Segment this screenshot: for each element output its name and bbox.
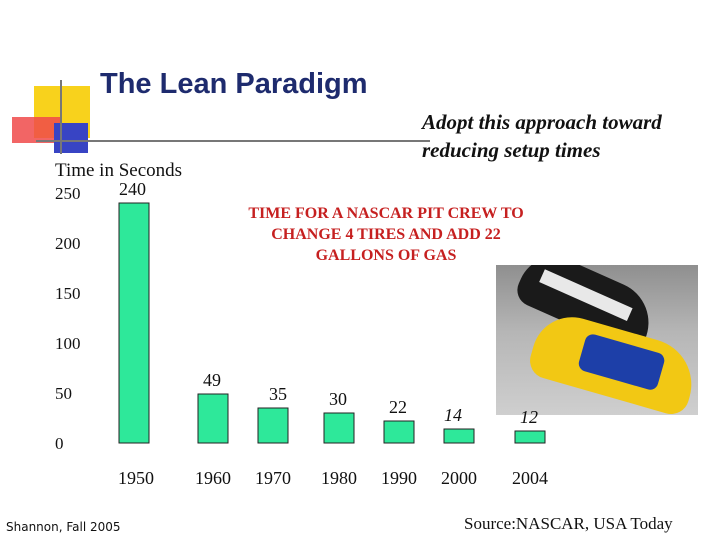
data-label: 22 bbox=[389, 397, 407, 417]
bar bbox=[118, 202, 150, 444]
y-tick-label: 200 bbox=[55, 234, 81, 253]
y-axis-label: Time in Seconds bbox=[55, 160, 183, 181]
data-label: 12 bbox=[520, 407, 538, 427]
caption-line-1: TIME FOR A NASCAR PIT CREW TO bbox=[248, 205, 524, 222]
decor-red-bar bbox=[12, 117, 62, 143]
data-label: 35 bbox=[269, 384, 287, 404]
bar bbox=[197, 393, 229, 444]
x-tick-label: 1960 bbox=[195, 468, 231, 488]
bar bbox=[443, 428, 475, 444]
data-label: 240 bbox=[119, 179, 146, 199]
x-tick-label: 1970 bbox=[255, 468, 291, 488]
x-tick-label: 2000 bbox=[441, 468, 477, 488]
chart-caption: TIME FOR A NASCAR PIT CREW TO CHANGE 4 T… bbox=[196, 203, 576, 266]
bar bbox=[514, 430, 546, 444]
x-tick-label: 2004 bbox=[512, 468, 548, 488]
data-label: 14 bbox=[444, 405, 462, 425]
y-tick-label: 100 bbox=[55, 334, 81, 353]
caption-line-2: CHANGE 4 TIRES AND ADD 22 bbox=[271, 226, 501, 243]
x-tick-label: 1980 bbox=[321, 468, 357, 488]
nascar-race-cars-photo bbox=[496, 265, 698, 415]
data-label: 30 bbox=[329, 389, 347, 409]
x-tick-label: 1950 bbox=[118, 468, 154, 488]
slide-title: The Lean Paradigm bbox=[100, 68, 368, 100]
y-tick-label: 150 bbox=[55, 284, 81, 303]
decor-vertical-line bbox=[60, 80, 62, 154]
bar bbox=[323, 412, 355, 444]
caption-line-3: GALLONS OF GAS bbox=[315, 247, 457, 264]
subtitle-line-1: Adopt this approach toward bbox=[422, 110, 662, 134]
y-tick-label: 50 bbox=[55, 384, 72, 403]
decor-horizontal-line bbox=[36, 140, 430, 142]
y-tick-label: 0 bbox=[55, 434, 64, 453]
y-tick-label: 250 bbox=[55, 184, 81, 203]
footer-author: Shannon, Fall 2005 bbox=[6, 520, 121, 534]
x-tick-label: 1990 bbox=[381, 468, 417, 488]
data-label: 49 bbox=[203, 370, 221, 390]
subtitle-line-2: reducing setup times bbox=[422, 138, 601, 162]
slide-subtitle: Adopt this approach toward reducing setu… bbox=[422, 108, 712, 164]
bar bbox=[257, 407, 289, 444]
footer-source: Source:NASCAR, USA Today bbox=[464, 514, 673, 533]
decor-blue-square bbox=[54, 123, 88, 153]
bar bbox=[383, 420, 415, 444]
